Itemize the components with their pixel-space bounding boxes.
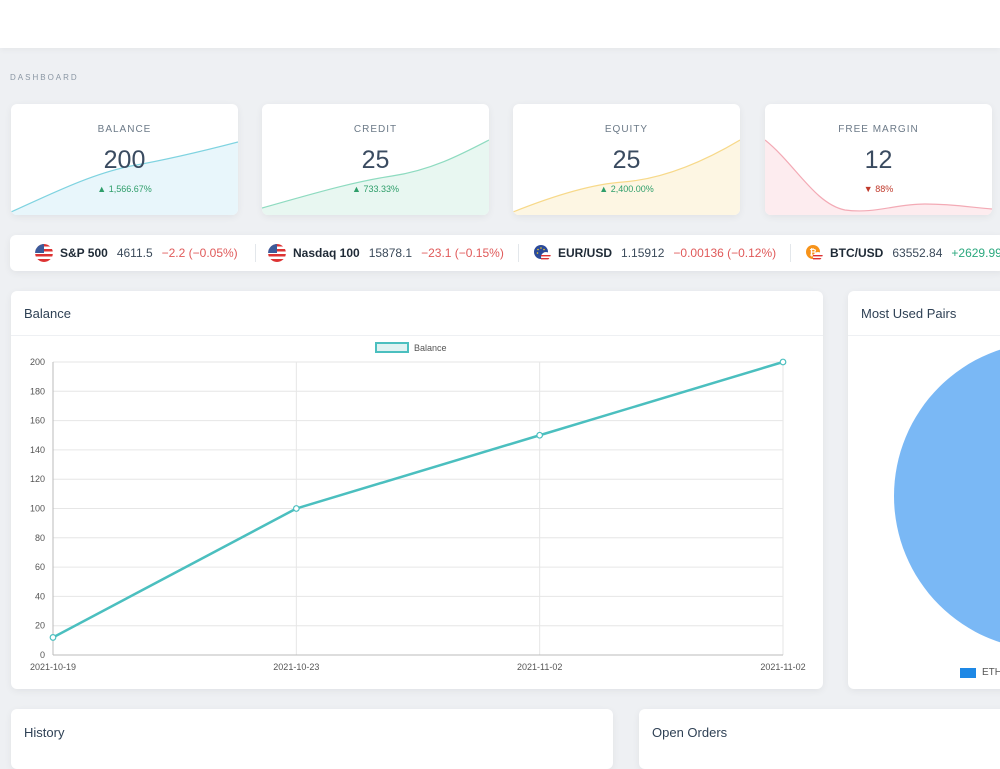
credit-stat-card[interactable]: CREDIT 25 ▲ 733.33% (262, 104, 489, 215)
balance-sparkline (11, 141, 238, 215)
y-tick-label: 100 (30, 504, 45, 514)
ticker-tape[interactable]: S&P 500 4611.5 −2.2 (−0.05%) Nasdaq 100 … (10, 235, 1000, 271)
legend-label: Balance (414, 343, 447, 353)
stat-change: ▲ 2,400.00% (599, 184, 654, 194)
ticker-symbol: EUR/USD (558, 246, 613, 260)
svg-text:₿: ₿ (809, 248, 816, 258)
credit-sparkline (262, 139, 489, 215)
balance-data-point (536, 431, 544, 439)
ticker-change: −23.1 (−0.15%) (421, 246, 504, 260)
legend-swatch (960, 668, 976, 678)
ticker-divider (518, 244, 519, 262)
ticker-price: 15878.1 (368, 246, 413, 260)
ticker-price: 63552.84 (892, 246, 943, 260)
card-header-divider (848, 335, 1000, 336)
stat-value: 25 (612, 146, 641, 174)
ticker-item-nasdaq[interactable]: Nasdaq 100 15878.1 −23.1 (−0.15%) (268, 235, 504, 271)
stat-value: 200 (103, 146, 146, 174)
y-tick-label: 60 (35, 562, 45, 572)
history-card: History (11, 709, 613, 769)
ticker-change: −0.00136 (−0.12%) (673, 246, 777, 260)
x-tick-label: 2021-10-23 (273, 662, 319, 672)
stat-label: FREE MARGIN (838, 124, 919, 135)
ticker-symbol: BTC/USD (830, 246, 884, 260)
stat-label: BALANCE (97, 124, 152, 135)
balance-data-point (49, 634, 57, 641)
stat-label: EQUITY (604, 124, 649, 135)
ticker-change: −2.2 (−0.05%) (161, 246, 238, 260)
top-bar (0, 0, 1000, 48)
card-title: Open Orders (652, 725, 728, 740)
equity-stat-card[interactable]: EQUITY 25 ▲ 2,400.00% (513, 104, 740, 215)
ticker-item-sp500[interactable]: S&P 500 4611.5 −2.2 (−0.05%) (35, 235, 238, 271)
ticker-item-btcusd[interactable]: ₿ BTC/USD 63552.84 +2629.99 (805, 235, 1000, 271)
legend-label: ETH (982, 667, 1000, 678)
card-header-divider (11, 335, 823, 336)
ticker-symbol: S&P 500 (60, 246, 108, 260)
card-title: History (24, 725, 65, 740)
ticker-price: 4611.5 (116, 246, 153, 260)
balance-data-point (779, 358, 787, 366)
y-tick-label: 20 (35, 621, 45, 631)
y-tick-label: 0 (40, 650, 45, 660)
x-tick-label: 2021-10-19 (30, 662, 76, 672)
ticker-divider (255, 244, 256, 262)
y-tick-label: 160 (30, 416, 45, 426)
ticker-item-eurusd[interactable]: EUR/USD 1.15912 −0.00136 (−0.12%) (533, 235, 776, 271)
ticker-change: +2629.99 (951, 246, 1000, 260)
open-orders-card: Open Orders (639, 709, 1000, 769)
balance-line-chart[interactable]: 0 20 40 60 80 100 120 140 160 180 200 2021-10-19 202… (11, 291, 823, 689)
breadcrumb: DASHBOARD (10, 73, 79, 82)
y-tick-label: 140 (30, 445, 45, 455)
balance-data-point (292, 505, 300, 512)
card-title: Most Used Pairs (861, 306, 957, 321)
y-tick-label: 40 (35, 591, 45, 601)
equity-sparkline (513, 139, 740, 215)
bitcoin-icon: ₿ (806, 245, 823, 262)
us-flag-icon (268, 244, 286, 262)
y-tick-label: 80 (35, 533, 45, 543)
stat-value: 25 (361, 146, 390, 174)
free-margin-sparkline (765, 139, 992, 215)
stat-change: ▲ 733.33% (352, 184, 399, 194)
balance-series-line (52, 360, 784, 639)
us-flag-icon (35, 244, 53, 262)
x-tick-label: 2021-11-02 (517, 662, 562, 672)
most-used-pairs-card: Most Used Pairs ETH (848, 291, 1000, 689)
ticker-symbol: Nasdaq 100 (293, 246, 360, 260)
stat-value: 12 (864, 146, 893, 174)
y-tick-label: 200 (30, 357, 45, 367)
eu-us-flag-icon (534, 245, 551, 262)
stat-change: ▼ 88% (863, 184, 894, 194)
balance-chart-card: Balance 0 20 40 60 80 100 120 140 160 180 200 2021-… (11, 291, 823, 689)
y-tick-label: 180 (30, 386, 45, 396)
pie-slice-eth[interactable] (894, 342, 1000, 650)
stat-label: CREDIT (353, 124, 398, 135)
stat-change: ▲ 1,566.67% (97, 184, 152, 194)
y-tick-label: 120 (30, 474, 45, 484)
ticker-divider (790, 244, 791, 262)
balance-stat-card[interactable]: BALANCE 200 ▲ 1,566.67% (11, 104, 238, 215)
card-title: Balance (24, 306, 71, 321)
ticker-price: 1.15912 (621, 246, 665, 260)
x-tick-label: 2021-11-02 (760, 662, 805, 672)
free-margin-stat-card[interactable]: FREE MARGIN 12 ▼ 88% (765, 104, 992, 215)
legend-swatch (375, 342, 409, 353)
pairs-pie-chart[interactable] (848, 291, 1000, 689)
